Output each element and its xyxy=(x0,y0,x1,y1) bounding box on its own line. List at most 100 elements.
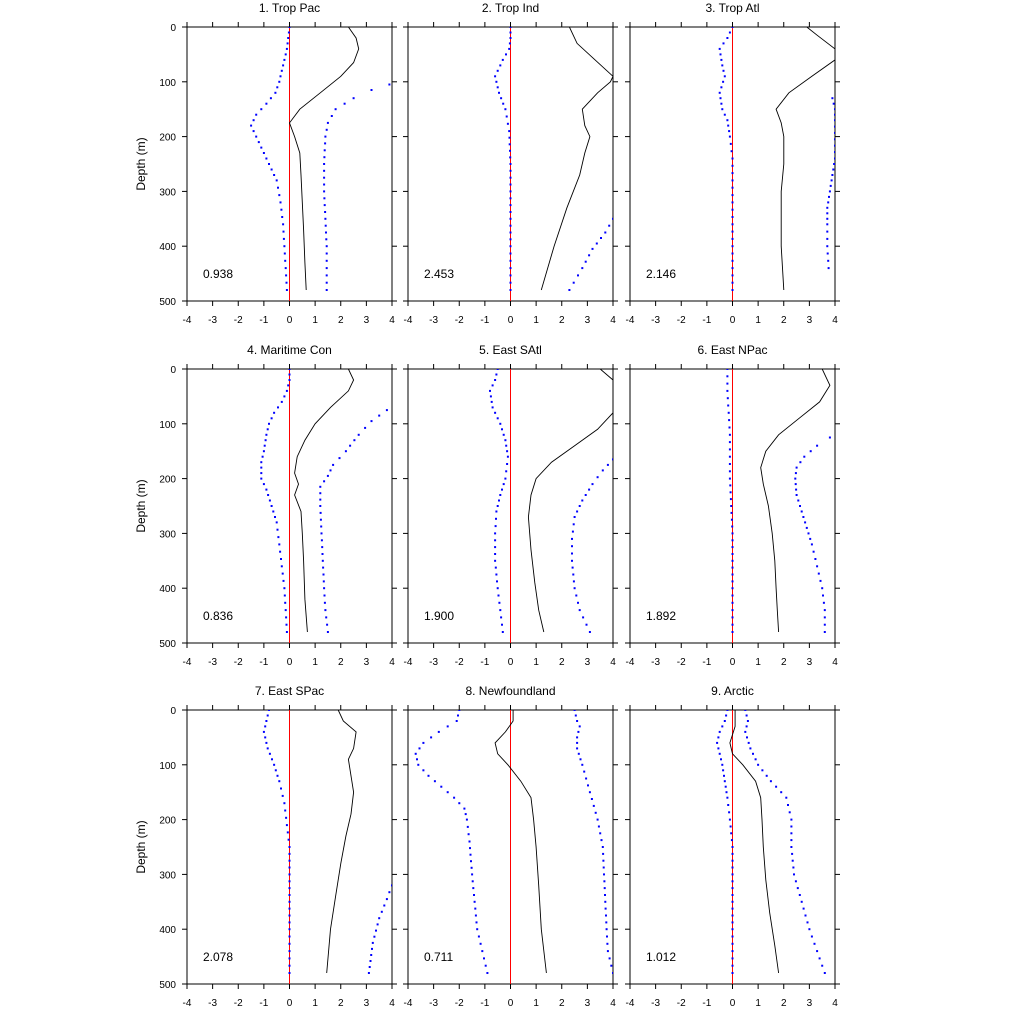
data-point xyxy=(325,274,328,277)
x-tick-label: 1 xyxy=(533,657,539,668)
series-upper-dots xyxy=(794,436,831,633)
data-point xyxy=(602,866,605,869)
data-point xyxy=(277,536,280,539)
data-point xyxy=(576,741,579,744)
data-point xyxy=(730,150,733,153)
series-upper-dots xyxy=(573,710,613,974)
data-point xyxy=(509,176,512,179)
data-point xyxy=(588,791,591,794)
data-point xyxy=(794,472,797,475)
data-point xyxy=(728,455,731,458)
data-point xyxy=(731,894,734,896)
data-point xyxy=(731,880,734,883)
data-point xyxy=(746,720,749,722)
data-point xyxy=(581,267,584,270)
x-tick-label: -1 xyxy=(480,315,489,326)
data-point xyxy=(496,69,499,72)
data-point xyxy=(608,224,611,227)
data-point xyxy=(496,580,498,583)
data-point xyxy=(718,91,721,94)
data-point xyxy=(250,124,253,127)
data-point xyxy=(416,758,418,761)
data-point xyxy=(571,537,573,540)
data-point xyxy=(821,964,824,967)
x-tick-label: 4 xyxy=(610,657,616,668)
data-point xyxy=(806,921,809,924)
data-point xyxy=(729,491,732,494)
data-point xyxy=(731,964,734,967)
data-point xyxy=(731,223,734,226)
data-point xyxy=(600,839,603,842)
data-point xyxy=(470,866,473,869)
data-point xyxy=(787,804,789,806)
y-tick-label: 200 xyxy=(159,475,176,486)
data-point xyxy=(822,601,825,604)
data-point xyxy=(288,27,291,28)
x-tick-label: 1 xyxy=(312,657,318,668)
y-tick-label: 400 xyxy=(159,925,176,936)
panel-stat: 0.836 xyxy=(203,609,233,623)
data-point xyxy=(353,439,356,442)
data-point xyxy=(458,710,461,711)
data-point xyxy=(496,505,499,507)
data-point xyxy=(476,928,479,931)
data-point xyxy=(728,135,731,138)
x-tick-label: -4 xyxy=(183,315,192,326)
x-tick-label: -1 xyxy=(702,657,711,668)
data-point xyxy=(572,523,575,526)
data-point xyxy=(285,824,288,827)
data-point xyxy=(599,832,602,835)
data-point xyxy=(499,609,502,612)
data-point xyxy=(581,499,584,502)
data-point xyxy=(785,796,788,799)
data-point xyxy=(278,194,281,197)
data-point xyxy=(323,480,326,483)
data-point xyxy=(285,281,288,284)
data-point xyxy=(730,518,733,521)
data-point xyxy=(731,935,734,938)
x-tick-label: 4 xyxy=(832,315,838,326)
data-point xyxy=(326,631,329,633)
x-tick-label: -2 xyxy=(677,657,686,668)
data-point xyxy=(594,811,597,814)
data-point xyxy=(323,594,326,597)
data-point xyxy=(288,942,291,945)
data-point xyxy=(326,623,329,626)
data-point xyxy=(757,763,760,766)
data-point xyxy=(603,880,606,883)
data-point xyxy=(280,565,283,568)
data-point xyxy=(731,950,734,953)
x-tick-label: -1 xyxy=(702,998,711,1009)
data-point xyxy=(491,406,494,409)
x-tick-label: 0 xyxy=(730,315,736,326)
data-point xyxy=(509,224,512,227)
data-point xyxy=(731,532,734,535)
data-point xyxy=(833,163,835,165)
data-point xyxy=(731,580,734,583)
data-point xyxy=(370,89,373,91)
data-point xyxy=(761,769,764,772)
data-point xyxy=(370,954,373,956)
data-point xyxy=(376,923,379,926)
data-point xyxy=(731,852,734,855)
data-point xyxy=(463,807,466,810)
data-point xyxy=(324,135,327,138)
data-point xyxy=(325,238,328,241)
data-point xyxy=(427,774,430,777)
data-point xyxy=(731,245,734,248)
data-point xyxy=(509,259,512,262)
data-point xyxy=(728,441,731,444)
data-point xyxy=(810,935,813,938)
data-point xyxy=(498,91,500,94)
data-point xyxy=(268,163,270,165)
data-point xyxy=(731,616,734,619)
data-point xyxy=(265,741,268,744)
data-point xyxy=(578,609,581,612)
data-point xyxy=(834,113,835,116)
data-point xyxy=(472,887,475,890)
data-point xyxy=(823,616,826,619)
data-point xyxy=(720,758,722,761)
data-point xyxy=(834,119,835,122)
data-point xyxy=(826,206,829,209)
x-tick-label: 1 xyxy=(533,315,539,326)
